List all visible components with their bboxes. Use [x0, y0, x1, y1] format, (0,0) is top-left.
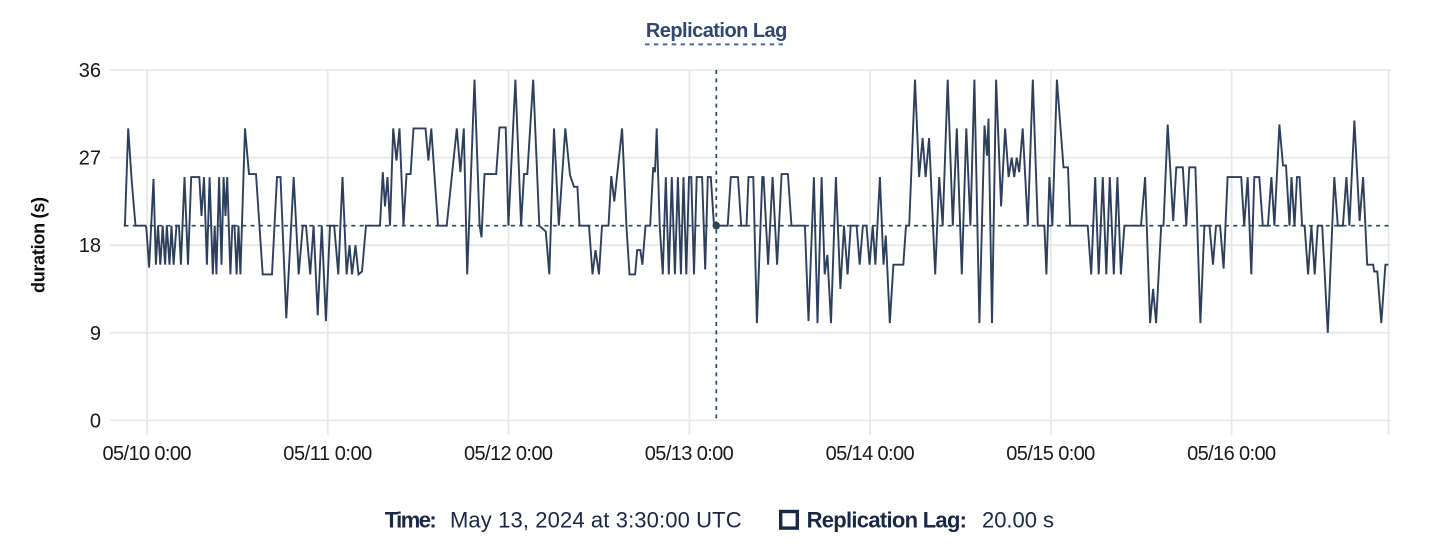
svg-text:Replication Lag: Replication Lag — [646, 20, 788, 42]
svg-text:20.00 s: 20.00 s — [982, 508, 1054, 533]
svg-text:May 13, 2024 at 3:30:00 UTC: May 13, 2024 at 3:30:00 UTC — [450, 508, 742, 533]
svg-text:05/12 0:00: 05/12 0:00 — [464, 443, 553, 465]
svg-text:9: 9 — [90, 323, 101, 345]
svg-text:05/16 0:00: 05/16 0:00 — [1187, 443, 1276, 465]
svg-text:0: 0 — [90, 410, 101, 432]
svg-text:36: 36 — [79, 60, 101, 82]
svg-text:18: 18 — [79, 235, 101, 257]
svg-text:05/11 0:00: 05/11 0:00 — [283, 443, 372, 465]
svg-text:duration (s): duration (s) — [29, 197, 49, 293]
svg-text:Time:: Time: — [385, 508, 437, 533]
svg-text:05/15 0:00: 05/15 0:00 — [1006, 443, 1095, 465]
svg-text:05/10 0:00: 05/10 0:00 — [103, 443, 192, 465]
svg-text:Replication Lag:: Replication Lag: — [807, 508, 967, 533]
svg-text:05/13 0:00: 05/13 0:00 — [645, 443, 734, 465]
svg-text:05/14 0:00: 05/14 0:00 — [826, 443, 915, 465]
svg-text:27: 27 — [79, 148, 101, 170]
